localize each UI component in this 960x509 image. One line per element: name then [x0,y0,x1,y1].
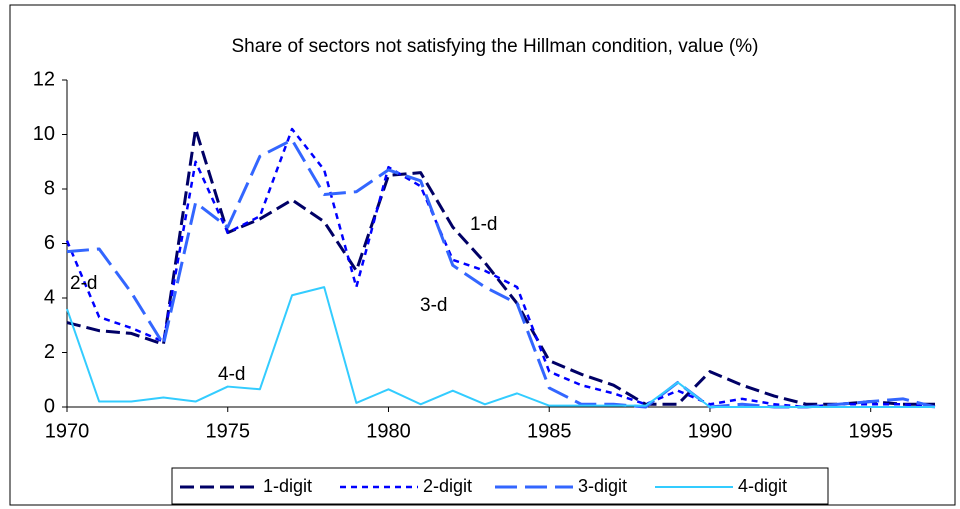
x-tick-label: 1995 [848,420,893,442]
y-tick-label: 0 [44,395,55,417]
legend-label: 2-digit [423,476,472,496]
x-tick-label: 1975 [205,420,250,442]
chart-title: Share of sectors not satisfying the Hill… [232,36,759,57]
y-tick-label: 2 [44,341,55,363]
annotation: 3-d [420,295,447,316]
y-tick-label: 12 [33,68,55,90]
legend-label: 4-digit [738,476,787,496]
annotation: 2-d [70,273,97,294]
chart-border [9,4,956,506]
y-tick-label: 6 [44,232,55,254]
x-tick-label: 1980 [366,420,411,442]
annotation: 1-d [470,214,497,235]
y-tick-label: 4 [44,286,55,308]
series-line [66,286,935,408]
y-tick-label: 8 [44,177,55,199]
y-tick-label: 10 [33,123,55,145]
x-tick-label: 1990 [688,420,733,442]
x-tick-label: 1985 [527,420,572,442]
series-line [66,138,936,409]
x-tick-label: 1970 [45,420,90,442]
annotation: 4-d [218,364,245,385]
legend-label: 3-digit [578,476,627,496]
series-line [66,127,935,406]
legend-label: 1-digit [263,476,312,496]
